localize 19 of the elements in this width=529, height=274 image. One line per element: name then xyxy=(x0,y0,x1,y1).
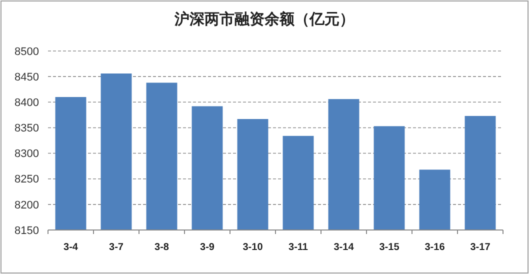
x-tick-label: 3-8 xyxy=(154,242,170,253)
y-tick-label: 8400 xyxy=(14,96,39,109)
y-tick-label: 8300 xyxy=(14,148,39,160)
chart-title: 沪深两市融资余额（亿元） xyxy=(174,10,354,28)
y-tick-label: 8200 xyxy=(14,199,39,212)
y-tick-label: 8150 xyxy=(14,224,39,237)
x-tick-label: 3-17 xyxy=(470,242,491,253)
x-tick-label: 3-10 xyxy=(242,242,264,253)
y-tick-label: 8250 xyxy=(14,174,39,186)
y-tick-label: 8350 xyxy=(14,122,39,135)
y-tick-label: 8500 xyxy=(14,46,39,58)
y-tick-label: 8450 xyxy=(14,71,39,84)
x-tick-label: 3-4 xyxy=(64,242,78,253)
x-tick-label: 3-9 xyxy=(200,242,215,253)
x-tick-label: 3-11 xyxy=(288,242,308,253)
x-tick-label: 3-15 xyxy=(379,242,400,253)
x-tick-label: 3-7 xyxy=(109,242,124,253)
x-tick-label: 3-16 xyxy=(424,242,446,253)
x-tick-label: 3-14 xyxy=(334,242,354,253)
